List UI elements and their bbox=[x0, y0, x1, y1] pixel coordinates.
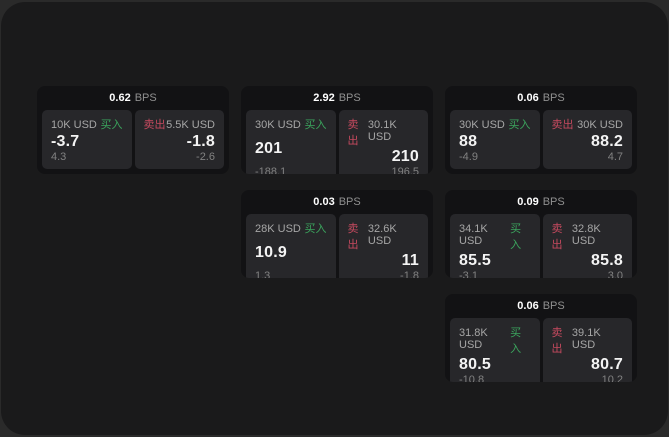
spread-value: 2.92 bbox=[313, 92, 335, 104]
spread-header: 2.92 BPS bbox=[241, 86, 433, 110]
buy-side-label: 买入 bbox=[304, 119, 327, 131]
quote-card-3: 0.06 BPS 30K USD 买入 88 -4.9 卖出 30K USD bbox=[445, 86, 637, 174]
sell-panel[interactable]: 卖出 32.6K USD 11 -1.8 bbox=[338, 214, 428, 278]
sell-side-label: 卖出 bbox=[347, 223, 359, 251]
spread-header: 0.03 BPS bbox=[241, 190, 433, 214]
buy-delta: 4.3 bbox=[51, 151, 67, 163]
spread-header: 0.62 BPS bbox=[37, 86, 229, 110]
quote-panels: 10K USD 买入 -3.7 4.3 卖出 5.5K USD -1.8 -2.… bbox=[37, 110, 229, 174]
buy-notional: 31.8K USD bbox=[459, 327, 488, 351]
quote-card-4: 0.03 BPS 28K USD 买入 10.9 1.3 卖出 32.6K US… bbox=[241, 190, 433, 278]
sell-delta: 3.0 bbox=[607, 270, 623, 278]
quote-card-5: 0.09 BPS 34.1K USD 买入 85.5 -3.1 卖出 32.8K… bbox=[445, 190, 637, 278]
spread-value: 0.62 bbox=[109, 92, 131, 104]
buy-price: 88 bbox=[459, 132, 478, 150]
spread-unit: BPS bbox=[338, 92, 361, 104]
sell-notional: 39.1K USD bbox=[571, 327, 601, 351]
sell-side-label: 卖出 bbox=[551, 119, 574, 131]
sell-panel[interactable]: 卖出 30.1K USD 210 196.5 bbox=[338, 110, 428, 174]
sell-price: 80.7 bbox=[591, 356, 623, 373]
buy-notional: 28K USD bbox=[255, 223, 301, 235]
buy-notional: 30K USD bbox=[459, 119, 505, 131]
buy-delta: -4.9 bbox=[459, 151, 478, 163]
sell-panel[interactable]: 卖出 39.1K USD 80.7 10.2 bbox=[542, 318, 632, 382]
sell-notional: 5.5K USD bbox=[166, 119, 215, 131]
buy-side-label: 买入 bbox=[510, 327, 522, 355]
sell-price: -1.8 bbox=[186, 132, 215, 150]
sell-delta: -2.6 bbox=[196, 151, 215, 163]
buy-notional: 34.1K USD bbox=[459, 223, 488, 247]
quote-panels: 30K USD 买入 201 -188.1 卖出 30.1K USD 210 1… bbox=[241, 110, 433, 174]
sell-price: 210 bbox=[391, 148, 419, 165]
sell-price: 88.2 bbox=[591, 132, 623, 150]
sell-notional: 32.6K USD bbox=[367, 223, 397, 247]
spread-unit: BPS bbox=[338, 196, 361, 208]
buy-side-label: 买入 bbox=[508, 119, 531, 131]
sell-notional: 32.8K USD bbox=[571, 223, 601, 247]
sell-notional: 30.1K USD bbox=[367, 119, 397, 143]
spread-value: 0.09 bbox=[517, 196, 539, 208]
sell-side-label: 卖出 bbox=[347, 119, 359, 147]
sell-panel[interactable]: 卖出 32.8K USD 85.8 3.0 bbox=[542, 214, 632, 278]
spread-unit: BPS bbox=[134, 92, 157, 104]
buy-delta: -188.1 bbox=[255, 166, 287, 174]
buy-panel[interactable]: 30K USD 买入 88 -4.9 bbox=[450, 110, 540, 169]
sell-notional: 30K USD bbox=[577, 119, 623, 131]
buy-notional: 30K USD bbox=[255, 119, 301, 131]
buy-delta: -3.1 bbox=[459, 270, 478, 278]
buy-price: 85.5 bbox=[459, 252, 491, 269]
spread-unit: BPS bbox=[542, 92, 565, 104]
spread-header: 0.06 BPS bbox=[445, 86, 637, 110]
spread-value: 0.03 bbox=[313, 196, 335, 208]
quote-panels: 34.1K USD 买入 85.5 -3.1 卖出 32.8K USD 85.8… bbox=[445, 214, 637, 278]
buy-notional: 10K USD bbox=[51, 119, 97, 131]
sell-delta: 196.5 bbox=[391, 166, 419, 174]
buy-side-label: 买入 bbox=[100, 119, 123, 131]
spread-unit: BPS bbox=[542, 196, 565, 208]
quote-panels: 30K USD 买入 88 -4.9 卖出 30K USD 88.2 4.7 bbox=[445, 110, 637, 174]
spread-header: 0.09 BPS bbox=[445, 190, 637, 214]
buy-side-label: 买入 bbox=[510, 223, 522, 251]
buy-panel[interactable]: 30K USD 买入 201 -188.1 bbox=[246, 110, 336, 174]
sell-side-label: 卖出 bbox=[551, 223, 563, 251]
quote-panels: 28K USD 买入 10.9 1.3 卖出 32.6K USD 11 -1.8 bbox=[241, 214, 433, 278]
sell-price: 11 bbox=[401, 252, 419, 269]
quote-card-1: 0.62 BPS 10K USD 买入 -3.7 4.3 卖出 5.5K USD bbox=[37, 86, 229, 174]
sell-delta: 4.7 bbox=[607, 151, 623, 163]
buy-panel[interactable]: 31.8K USD 买入 80.5 -10.8 bbox=[450, 318, 540, 382]
sell-price: 85.8 bbox=[591, 252, 623, 269]
spread-unit: BPS bbox=[542, 300, 565, 312]
buy-side-label: 买入 bbox=[304, 223, 327, 235]
sell-panel[interactable]: 卖出 5.5K USD -1.8 -2.6 bbox=[134, 110, 224, 169]
buy-price: 80.5 bbox=[459, 356, 491, 373]
spread-value: 0.06 bbox=[517, 92, 539, 104]
spread-value: 0.06 bbox=[517, 300, 539, 312]
spread-header: 0.06 BPS bbox=[445, 294, 637, 318]
quote-card-6: 0.06 BPS 31.8K USD 买入 80.5 -10.8 卖出 39.1… bbox=[445, 294, 637, 382]
buy-panel[interactable]: 10K USD 买入 -3.7 4.3 bbox=[42, 110, 132, 169]
sell-delta: 10.2 bbox=[601, 374, 623, 382]
buy-price: -3.7 bbox=[51, 132, 80, 150]
quote-card-2: 2.92 BPS 30K USD 买入 201 -188.1 卖出 30.1K … bbox=[241, 86, 433, 174]
sell-side-label: 卖出 bbox=[143, 119, 166, 131]
sell-side-label: 卖出 bbox=[551, 327, 563, 355]
sell-delta: -1.8 bbox=[400, 270, 419, 278]
buy-delta: 1.3 bbox=[255, 270, 271, 278]
quote-panels: 31.8K USD 买入 80.5 -10.8 卖出 39.1K USD 80.… bbox=[445, 318, 637, 382]
buy-price: 201 bbox=[255, 140, 283, 157]
sell-panel[interactable]: 卖出 30K USD 88.2 4.7 bbox=[542, 110, 632, 169]
buy-price: 10.9 bbox=[255, 244, 287, 261]
buy-panel[interactable]: 34.1K USD 买入 85.5 -3.1 bbox=[450, 214, 540, 278]
buy-delta: -10.8 bbox=[459, 374, 485, 382]
quote-card-grid: 0.62 BPS 10K USD 买入 -3.7 4.3 卖出 5.5K USD bbox=[37, 86, 637, 382]
buy-panel[interactable]: 28K USD 买入 10.9 1.3 bbox=[246, 214, 336, 278]
